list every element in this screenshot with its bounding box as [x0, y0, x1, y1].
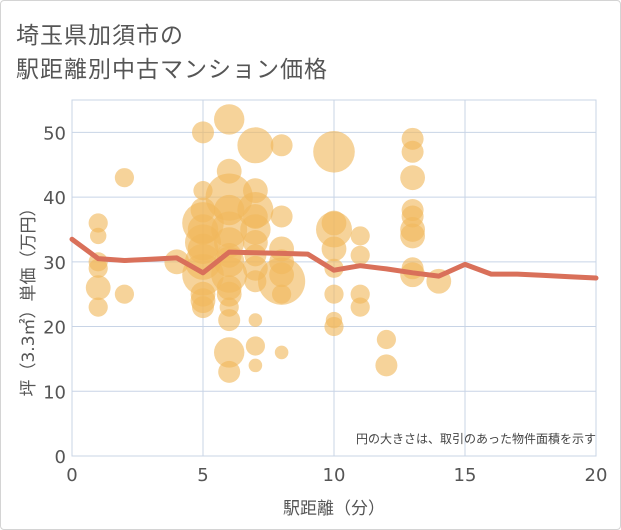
bubble-point-7: [114, 284, 134, 304]
x-tick-label-0: 0: [66, 465, 77, 486]
bubble-point-8: [164, 249, 190, 275]
bubble-point-71: [401, 140, 424, 163]
bubble-point-21: [214, 104, 245, 135]
bubble-point-5: [88, 297, 108, 317]
bubble-point-45: [248, 313, 263, 327]
bubble-point-47: [248, 358, 263, 373]
chart-title-line-2: 駅距離別中古マンション価格: [16, 57, 328, 83]
bubble-point-76: [400, 223, 425, 249]
y-tick-label-50: 50: [43, 123, 66, 144]
y-tick-label-10: 10: [43, 382, 66, 403]
tick-labels: 0 10 20 30 40 50 0 5 10 15 20: [43, 123, 607, 486]
bubble-point-0: [88, 213, 108, 233]
bubble-point-46: [245, 336, 265, 356]
bubble-point-63: [324, 316, 344, 337]
x-tick-label-15: 15: [454, 465, 477, 486]
y-tick-label-20: 20: [43, 318, 66, 339]
x-tick-label-5: 5: [197, 465, 208, 486]
bubble-point-35: [218, 360, 241, 383]
y-tick-label-40: 40: [43, 188, 66, 209]
x-tick-label-20: 20: [585, 465, 608, 486]
bubble-point-72: [400, 165, 425, 191]
bubble-point-55: [274, 345, 289, 360]
bubble-point-54: [272, 284, 292, 304]
y-axis-label: 坪（3.3㎡）単価（万円）: [19, 199, 39, 396]
bubble-point-59: [321, 236, 347, 262]
x-tick-label-10: 10: [323, 465, 346, 486]
bubble-point-20: [192, 296, 214, 319]
y-tick-label-0: 0: [55, 447, 66, 468]
bubble-point-33: [218, 309, 241, 332]
bubble-point-58: [316, 211, 352, 248]
bubble-point-34: [214, 337, 245, 368]
bubble-point-48: [270, 134, 293, 157]
bubble-point-65: [350, 245, 370, 265]
bubble-point-4: [85, 275, 111, 301]
bubble-point-49: [270, 205, 293, 228]
bubble-point-9: [192, 121, 214, 144]
average-price-line: [69, 236, 599, 281]
bubble-point-56: [313, 130, 355, 173]
bubble-series: [85, 104, 452, 383]
bubble-point-6: [114, 168, 134, 188]
bubble-point-67: [350, 297, 370, 317]
bubble-size-note: 円の大きさは、取引のあった物件面積を示す: [356, 431, 596, 446]
bubble-point-69: [375, 354, 398, 377]
bubble-point-3: [88, 258, 108, 278]
bubble-point-53: [258, 257, 306, 305]
bubble-point-1: [90, 227, 107, 245]
average-line-series: [69, 236, 599, 281]
bubble-point-36: [237, 127, 274, 164]
y-tick-label-30: 30: [43, 253, 66, 274]
x-axis-label: 駅距離（分）: [283, 499, 385, 519]
bubble-point-68: [376, 329, 396, 350]
bubble-point-61: [324, 284, 344, 304]
chart-title-line-1: 埼玉県加須市の: [16, 23, 184, 49]
bubble-point-64: [350, 226, 370, 246]
